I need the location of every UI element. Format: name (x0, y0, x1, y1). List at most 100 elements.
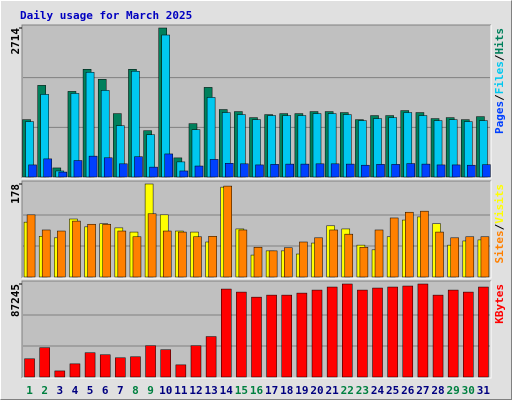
x-tick-label: 7 (117, 384, 124, 397)
x-tick-label: 2 (41, 384, 48, 397)
bar (311, 289, 323, 378)
bar (402, 285, 414, 378)
legend-entry: Visits (493, 184, 506, 224)
bar (69, 363, 81, 378)
x-tick-label: 23 (356, 384, 369, 397)
bar (420, 210, 429, 278)
y-tick-label: 2714 (9, 28, 22, 55)
bar (134, 156, 143, 178)
bar (357, 289, 368, 378)
bar (417, 283, 429, 378)
x-tick-label: 1 (26, 384, 33, 397)
bar (149, 166, 158, 178)
x-tick-label: 10 (159, 384, 172, 397)
bar (405, 211, 414, 278)
bar (54, 370, 66, 378)
bar (478, 286, 489, 378)
bar (344, 233, 354, 278)
bar (315, 163, 325, 178)
bar (132, 236, 142, 278)
x-tick-label: 25 (386, 384, 399, 397)
legend: KBytes (493, 284, 506, 324)
bar (102, 223, 111, 278)
x-tick-label: 5 (87, 384, 94, 397)
bar (359, 246, 369, 278)
bar (342, 283, 353, 378)
bar (223, 185, 232, 278)
bar (224, 163, 234, 178)
x-tick-label: 6 (102, 384, 109, 397)
x-tick-label: 17 (265, 384, 278, 397)
bevel (21, 180, 491, 278)
bar (208, 235, 217, 278)
bar (300, 163, 310, 178)
y-tick-label: 87245 (9, 284, 22, 317)
x-tick-label: 20 (310, 384, 323, 397)
bar (346, 163, 355, 178)
bar (73, 160, 83, 178)
x-tick-label: 9 (147, 384, 154, 397)
bevel (22, 25, 492, 179)
bar (88, 155, 98, 178)
x-tick-label: 13 (204, 384, 217, 397)
bar (389, 217, 399, 278)
x-tick-label: 4 (72, 384, 79, 397)
bar (162, 230, 172, 278)
bar (268, 250, 278, 278)
bar (179, 170, 189, 178)
bar (361, 164, 370, 178)
chart-title: Daily usage for March 2025 (20, 9, 192, 22)
bar (117, 230, 127, 278)
bar (435, 231, 444, 278)
bar (160, 349, 171, 378)
bar (330, 163, 340, 178)
bar (194, 165, 204, 178)
bar (421, 163, 431, 178)
legend: Sites/Visits (493, 184, 506, 264)
bar (115, 357, 126, 378)
x-tick-label: 18 (280, 384, 293, 397)
bar (266, 294, 277, 378)
x-tick-label: 16 (250, 384, 264, 397)
bar (391, 164, 400, 178)
bar (41, 229, 51, 278)
bar (465, 236, 475, 278)
x-tick-label: 30 (462, 384, 475, 397)
bar (84, 352, 96, 378)
x-tick-label: 3 (57, 384, 64, 397)
legend-entry: Pages (493, 101, 506, 134)
bar (299, 241, 308, 278)
x-tick-label: 31 (477, 384, 491, 397)
bar (296, 292, 308, 378)
x-tick-label: 15 (235, 384, 248, 397)
x-tick-label: 26 (401, 384, 415, 397)
bar (24, 358, 35, 378)
bar (251, 296, 262, 378)
x-tick-label: 28 (431, 384, 444, 397)
legend-separator: / (493, 54, 506, 61)
x-tick-label: 19 (295, 384, 308, 397)
bar (130, 356, 141, 378)
bar (193, 236, 202, 278)
x-tick-label: 22 (341, 384, 354, 397)
bar (220, 288, 232, 378)
legend-entry: Hits (493, 28, 506, 55)
bar (281, 294, 293, 378)
bar (238, 229, 248, 278)
bar (432, 294, 444, 378)
bar (406, 163, 416, 178)
bar (103, 157, 113, 178)
bar (39, 347, 50, 378)
bar (164, 153, 173, 178)
bar (26, 214, 36, 278)
x-tick-label: 24 (371, 384, 385, 397)
bar (119, 163, 128, 178)
legend-separator: / (493, 94, 506, 101)
x-tick-label: 27 (416, 384, 429, 397)
bar (236, 291, 247, 378)
bar (329, 229, 338, 278)
bevel (21, 280, 491, 378)
bar (463, 291, 474, 378)
